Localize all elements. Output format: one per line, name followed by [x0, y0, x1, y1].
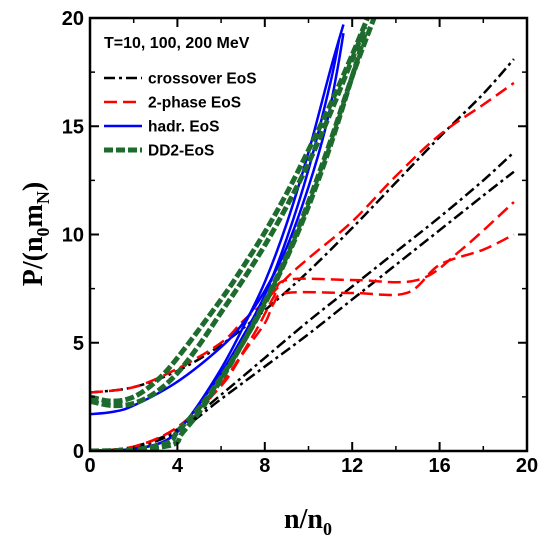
- y-axis-title-mid: m: [18, 204, 49, 227]
- x-tick-label: 8: [259, 455, 270, 477]
- y-tick-label: 20: [62, 8, 84, 30]
- y-axis-title-sub2: N: [33, 191, 53, 204]
- y-tick-label: 15: [62, 116, 84, 138]
- legend-label: 2-phase EoS: [148, 95, 241, 112]
- series-line-1: [90, 170, 515, 451]
- x-tick-label: 0: [84, 455, 95, 477]
- y-axis-title-main: P/(n: [18, 236, 49, 286]
- series-layer: [90, 18, 515, 451]
- x-tick-label: 20: [516, 455, 538, 477]
- y-axis-title-end: ): [18, 182, 49, 191]
- legend-label: hadr. EoS: [148, 119, 220, 136]
- legend-label: DD2-EoS: [148, 143, 214, 160]
- series-line-11: [90, 18, 377, 451]
- ticks-layer: 0 4 8 12 16 20 0 5 10 15 20: [62, 8, 538, 477]
- series-line-2: [90, 151, 515, 451]
- y-tick-label: 10: [62, 225, 84, 247]
- y-tick-label: 0: [73, 441, 84, 463]
- x-tick-label: 12: [341, 455, 363, 477]
- x-axis-title: n/n0: [284, 504, 332, 539]
- series-line-13: [90, 25, 368, 409]
- legend-label: crossover EoS: [148, 71, 257, 88]
- series-line-6: [90, 81, 515, 394]
- x-tick-label: 16: [428, 455, 450, 477]
- series-line-4: [90, 233, 515, 451]
- series-line-5: [90, 201, 515, 451]
- x-axis-title-sub: 0: [323, 519, 332, 539]
- legend: crossover EoS 2-phase EoS hadr. EoS DD2-EoS: [104, 71, 257, 160]
- series-line-9: [90, 32, 345, 416]
- series-line-8: [90, 24, 345, 451]
- series-line-12: [90, 18, 370, 404]
- y-axis-title-sub1: 0: [33, 227, 53, 236]
- y-tick-label: 5: [73, 333, 84, 355]
- x-tick-label: 4: [172, 455, 184, 477]
- x-axis-title-main: n/n: [284, 504, 323, 535]
- annotation-text: T=10, 100, 200 MeV: [104, 35, 250, 52]
- y-axis-title: P/(n0mN): [18, 182, 53, 286]
